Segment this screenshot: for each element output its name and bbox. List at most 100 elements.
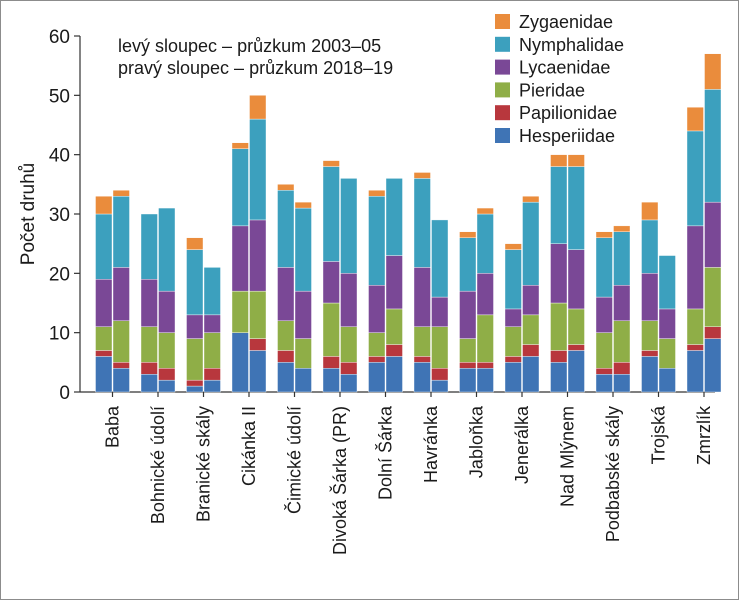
bar-segment: [686, 344, 704, 351]
bar-segment: [186, 385, 204, 393]
bar-segment: [249, 290, 267, 339]
bar-segment: [704, 53, 722, 90]
x-category-label: Dolní Šárka: [375, 405, 396, 500]
bar-segment: [522, 195, 540, 203]
bar-segment: [522, 356, 540, 393]
bar-segment: [277, 267, 295, 321]
bar-segment: [294, 207, 312, 292]
bar-segment: [294, 338, 312, 369]
legend-label: Hesperiidae: [519, 126, 615, 146]
bar-segment: [385, 255, 403, 310]
bar-segment: [431, 326, 449, 369]
bar-segment: [704, 201, 722, 268]
bar-segment: [550, 302, 568, 351]
bar-segment: [704, 89, 722, 203]
bar-segment: [641, 350, 659, 357]
bar-segment: [95, 279, 113, 327]
bar-segment: [658, 308, 676, 339]
x-category-label: Baba: [103, 405, 123, 448]
bar-segment: [413, 267, 431, 327]
bar-segment: [459, 338, 477, 363]
bar-segment: [249, 219, 267, 292]
bar-segment: [368, 190, 386, 197]
bar-segment: [459, 290, 477, 339]
bar-segment: [504, 356, 522, 363]
bar-segment: [476, 213, 494, 274]
x-category-label: Trojská: [649, 405, 669, 464]
bar-segment: [203, 314, 221, 333]
bar-segment: [459, 368, 477, 393]
legend-swatch: [495, 128, 510, 143]
x-category-label: Cikánka II: [239, 406, 259, 486]
bar-segment: [522, 201, 540, 286]
bar-segment: [158, 207, 176, 292]
bar-segment: [476, 207, 494, 215]
bar-segment: [203, 332, 221, 369]
bar-segment: [249, 118, 267, 221]
bar-segment: [641, 201, 659, 221]
note-line-2: pravý sloupec – průzkum 2018–19: [118, 58, 393, 78]
bar-segment: [340, 273, 358, 327]
x-category-label: Nad Mlýnem: [558, 406, 578, 507]
legend-label: Pieridae: [519, 80, 585, 100]
x-category-label: Jenerálka: [512, 405, 532, 484]
bar-segment: [686, 130, 704, 227]
bar-segment: [322, 356, 340, 369]
bar-segment: [186, 249, 204, 316]
bar-segment: [158, 368, 176, 381]
bar-segment: [550, 154, 568, 167]
bar-segment: [504, 326, 522, 357]
bar-segment: [504, 362, 522, 393]
bar-segment: [658, 255, 676, 310]
bar-segment: [641, 320, 659, 351]
bar-segment: [522, 285, 540, 316]
bar-segment: [95, 195, 113, 215]
bar-segment: [368, 362, 386, 393]
bar-segment: [249, 338, 267, 351]
bar-segment: [112, 267, 130, 321]
bar-segment: [95, 356, 113, 393]
y-tick-label: 50: [49, 86, 70, 107]
bar-segment: [459, 237, 477, 292]
bar-segment: [459, 231, 477, 238]
bar-segment: [413, 326, 431, 357]
bar-segment: [385, 356, 403, 393]
bar-segment: [641, 219, 659, 274]
legend-label: Papilionidae: [519, 103, 617, 123]
bar-segment: [112, 190, 130, 197]
bar-segment: [476, 362, 494, 369]
bar-segment: [158, 290, 176, 333]
bar-segment: [186, 314, 204, 339]
y-tick-label: 0: [59, 383, 70, 404]
bar-segment: [368, 332, 386, 357]
bar-segment: [385, 344, 403, 357]
bar-segment: [641, 273, 659, 322]
bar-segment: [686, 350, 704, 393]
bar-segment: [277, 350, 295, 363]
bar-segment: [613, 320, 631, 363]
bar-segment: [476, 273, 494, 316]
bar-segment: [368, 356, 386, 363]
bar-segment: [95, 326, 113, 351]
bar-segment: [413, 172, 431, 179]
bar-segment: [140, 374, 158, 393]
y-axis-title: Počet druhů: [18, 163, 39, 265]
bar-segment: [112, 362, 130, 369]
y-tick-label: 60: [49, 27, 70, 48]
bar-segment: [641, 356, 659, 393]
y-tick-label: 30: [49, 205, 70, 226]
bar-segment: [186, 237, 204, 250]
bar-segment: [413, 356, 431, 363]
bar-segment: [567, 249, 585, 310]
bar-segment: [231, 142, 249, 149]
bar-segment: [567, 350, 585, 393]
bar-segment: [140, 213, 158, 280]
bar-segment: [231, 332, 249, 393]
bar-segment: [186, 379, 204, 387]
y-tick-label: 10: [49, 324, 70, 345]
bar-segment: [522, 314, 540, 345]
y-tick-label: 20: [49, 264, 70, 285]
bar-segment: [595, 231, 613, 238]
legend-swatch: [495, 82, 510, 98]
